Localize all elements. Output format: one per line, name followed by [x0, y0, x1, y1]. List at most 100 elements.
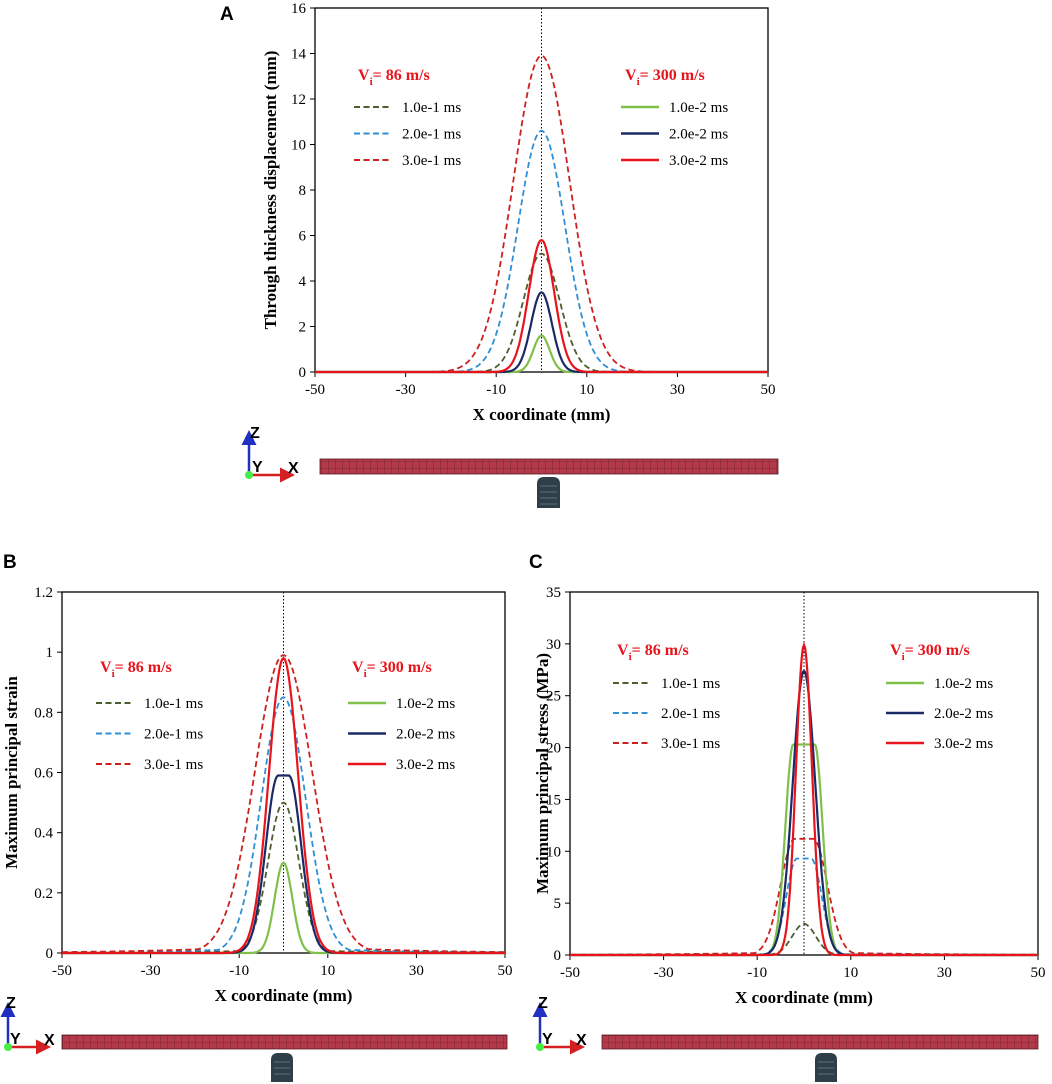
- y-tick-label: 5: [554, 896, 562, 912]
- x-tick-label: -10: [229, 963, 249, 979]
- x-tick-label: -10: [486, 382, 506, 398]
- legend-label: 1.0e-2 ms: [396, 696, 455, 712]
- panel-c-letter: C: [529, 552, 543, 573]
- y-tick-label: 6: [299, 229, 307, 245]
- legend-label: 1.0e-2 ms: [934, 676, 993, 692]
- x-axis-title: X coordinate (mm): [473, 405, 611, 424]
- y-tick-label: 0.2: [34, 886, 53, 902]
- y-tick-label: 15: [546, 792, 561, 808]
- legend-label: 2.0e-1 ms: [661, 706, 720, 722]
- legend-label: 3.0e-1 ms: [661, 736, 720, 752]
- series-line: [62, 656, 505, 955]
- panel-b: B -50 -30 -10 10 30 50 0 0.2 0.4 0.6 0.8 1 1.2 X coor…: [0, 552, 513, 1082]
- x-tick-label: 30: [409, 963, 424, 979]
- x-tick-label: -10: [747, 965, 767, 981]
- x-tick-label: -30: [141, 963, 161, 979]
- legend-label: 2.0e-2 ms: [934, 706, 993, 722]
- x-tick-label: -30: [654, 965, 674, 981]
- series-line: [62, 801, 505, 954]
- panel-a: A -50 -30 -10 10 30 50 0 2 4 6 8 10 12 14 16 X coordina…: [220, 1, 779, 508]
- y-tick-label: 14: [291, 47, 307, 63]
- panel-b-letter: B: [3, 552, 17, 573]
- panel-a-orientation-triad: Z Y X: [241, 425, 299, 483]
- series-line: [315, 291, 768, 374]
- plate-mesh: [319, 458, 779, 475]
- x-axis-title: X coordinate (mm): [735, 988, 873, 1007]
- y-tick-label: 12: [291, 92, 306, 108]
- y-tick-label: 10: [546, 844, 561, 860]
- impactor-mesh: [540, 485, 557, 505]
- impactor: [537, 477, 560, 508]
- y-tick-label: 1: [46, 645, 54, 661]
- y-tick-label: 0: [299, 365, 307, 381]
- legend-label: 3.0e-2 ms: [934, 736, 993, 752]
- y-tick-label: 4: [299, 274, 307, 290]
- legend-heading: Vi= 86 m/s: [617, 642, 689, 663]
- legend-label: 2.0e-1 ms: [144, 727, 203, 743]
- x-tick-label: 10: [579, 382, 594, 398]
- legend-label: 3.0e-1 ms: [402, 153, 461, 169]
- y-axis-title: Through thickness displacement (mm): [261, 51, 280, 330]
- y-tick-label: 16: [291, 1, 307, 17]
- x-tick-label: 50: [498, 963, 513, 979]
- x-axis-label: X: [288, 460, 299, 477]
- z-axis-label: Z: [250, 425, 260, 442]
- panel-a-model: Z Y X: [241, 425, 779, 508]
- panel-c-plot: -50 -30 -10 10 30 50 0 5 10 15 20 25 30 35 X coordinat…: [533, 585, 1046, 1007]
- impactor-body: [537, 477, 560, 508]
- x-tick-label: 10: [843, 965, 858, 981]
- y-tick-label: 0.6: [34, 766, 53, 782]
- legend-label: 3.0e-2 ms: [669, 153, 728, 169]
- legend-label: 1.0e-1 ms: [661, 676, 720, 692]
- panel-c-model: Z Y X: [532, 995, 1039, 1082]
- legend-heading: Vi= 300 m/s: [625, 67, 705, 88]
- x-tick-label: 30: [670, 382, 685, 398]
- y-axis-title: Maximum principal strain: [2, 676, 21, 869]
- x-tick-label: 50: [761, 382, 776, 398]
- panel-c: C -50 -30 -10 10 30 50 0 5 10 15 20 25 30 35 X coordin…: [529, 552, 1046, 1082]
- panel-b-model: Z Y X: [0, 995, 508, 1082]
- y-tick-label: 0.8: [34, 705, 53, 721]
- y-tick-label: 30: [546, 637, 561, 653]
- legend-heading: Vi= 300 m/s: [890, 642, 970, 663]
- series-line: [570, 641, 1038, 957]
- legend-label: 2.0e-2 ms: [669, 127, 728, 143]
- panel-a-letter: A: [220, 4, 234, 25]
- legend-heading: Vi= 300 m/s: [352, 659, 432, 680]
- y-axis-label: Y: [10, 1031, 21, 1048]
- x-axis-label: X: [44, 1032, 55, 1049]
- panel-c-orientation-triad: Z Y X: [532, 995, 587, 1055]
- series-line: [62, 696, 505, 954]
- y-tick-label: 0: [554, 948, 562, 964]
- x-tick-label: -50: [52, 963, 72, 979]
- legend-label: 1.0e-1 ms: [402, 100, 461, 116]
- impactor-mesh: [274, 1061, 290, 1075]
- panel-a-plot: -50 -30 -10 10 30 50 0 2 4 6 8 10 12 14 16 X coordinate…: [261, 1, 776, 424]
- series-line: [315, 238, 768, 374]
- y-axis-label: Y: [252, 459, 263, 476]
- legend-label: 1.0e-2 ms: [669, 100, 728, 116]
- y-tick-label: 0: [46, 946, 54, 962]
- legend-label: 2.0e-1 ms: [402, 127, 461, 143]
- y-axis-label: Y: [542, 1031, 553, 1048]
- y-axis-title: Maximum principal stress (MPa): [533, 653, 552, 894]
- plate-mesh: [601, 1034, 1039, 1050]
- impactor: [815, 1053, 837, 1082]
- z-axis-label: Z: [6, 995, 16, 1012]
- panel-b-orientation-triad: Z Y X: [0, 995, 55, 1055]
- x-tick-label: -50: [560, 965, 580, 981]
- y-tick-label: 8: [299, 183, 307, 199]
- impactor-body: [815, 1053, 837, 1082]
- y-tick-label: 20: [546, 741, 561, 757]
- y-tick-label: 35: [546, 585, 561, 601]
- legend-heading: Vi= 86 m/s: [100, 659, 172, 680]
- plate-mesh: [61, 1034, 508, 1050]
- y-tick-label: 10: [291, 138, 306, 154]
- impactor-mesh: [818, 1061, 834, 1075]
- series-line: [62, 654, 505, 953]
- x-tick-label: 30: [937, 965, 952, 981]
- origin-dot: [245, 471, 253, 479]
- x-tick-label: -50: [305, 382, 325, 398]
- legend-label: 3.0e-2 ms: [396, 757, 455, 773]
- y-tick-label: 2: [299, 320, 307, 336]
